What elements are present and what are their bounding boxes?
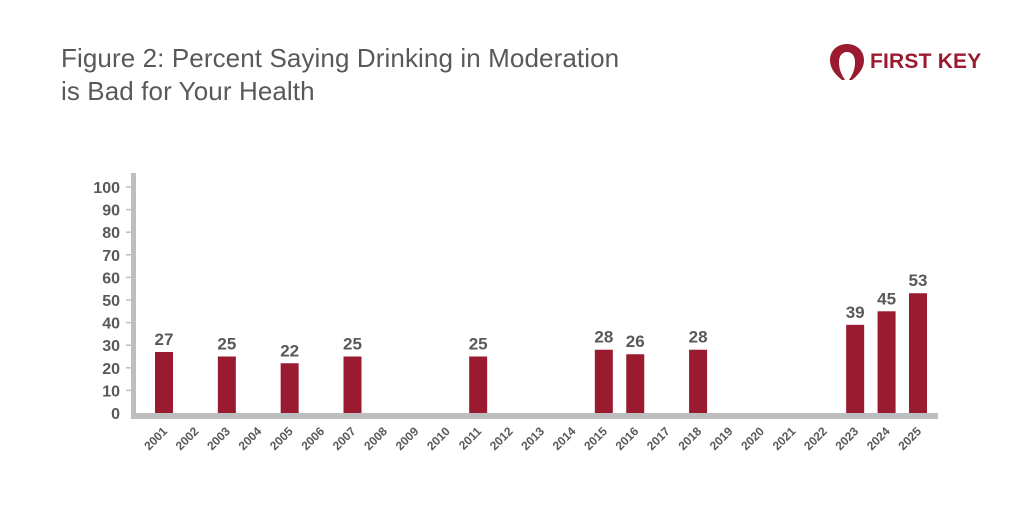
data-label-2015: 28 xyxy=(594,328,613,347)
y-tick-label: 100 xyxy=(93,180,120,197)
data-label-2018: 28 xyxy=(689,328,708,347)
x-tick-label: 2024 xyxy=(864,424,893,453)
bar-2023 xyxy=(846,324,865,413)
x-tick-label: 2014 xyxy=(550,424,579,453)
y-tick-label: 0 xyxy=(111,406,120,423)
y-tick-label: 40 xyxy=(102,316,120,333)
bars xyxy=(155,293,927,413)
bar-2018 xyxy=(689,349,708,413)
x-tick-label: 2016 xyxy=(613,424,642,453)
x-tick-label: 2006 xyxy=(298,424,327,453)
x-tick-label: 2023 xyxy=(833,424,862,453)
y-tick-label: 60 xyxy=(102,270,120,287)
bar-2011 xyxy=(469,356,488,413)
y-tick-label: 70 xyxy=(102,248,120,265)
bar-2015 xyxy=(594,349,613,413)
x-tick-label: 2017 xyxy=(644,424,673,453)
y-axis-ticks: 0 10 20 30 40 50 60 70 80 90 100 xyxy=(93,180,131,423)
x-tick-label: 2012 xyxy=(487,424,516,453)
x-tick-label: 2021 xyxy=(770,424,799,453)
x-tick-label: 2003 xyxy=(204,424,233,453)
y-tick-label: 30 xyxy=(102,338,120,355)
data-label-2024: 45 xyxy=(877,289,896,308)
bar-2003 xyxy=(217,356,236,413)
data-label-2011: 25 xyxy=(469,335,488,354)
data-label-2023: 39 xyxy=(846,303,865,322)
x-tick-label: 2007 xyxy=(330,424,359,453)
bar-2001 xyxy=(155,351,173,413)
x-tick-label: 2018 xyxy=(675,424,704,453)
keyhole-icon xyxy=(830,44,864,80)
x-tick-label: 2010 xyxy=(424,424,453,453)
x-axis-line xyxy=(131,413,938,419)
x-tick-label: 2011 xyxy=(456,424,485,453)
chart-title-line-1: Figure 2: Percent Saying Drinking in Mod… xyxy=(61,43,620,73)
bar-2025 xyxy=(909,293,927,413)
x-tick-label: 2002 xyxy=(173,424,202,453)
x-tick-label: 2004 xyxy=(236,424,265,453)
y-tick-label: 50 xyxy=(102,293,120,310)
data-labels: 27 25 22 25 25 28 26 28 39 45 53 xyxy=(155,271,928,360)
bar-2016 xyxy=(626,354,645,413)
x-tick-label: 2005 xyxy=(267,424,296,453)
bar-2007 xyxy=(343,356,362,413)
bar-2005 xyxy=(280,363,299,413)
x-tick-label: 2008 xyxy=(361,424,390,453)
y-tick-label: 20 xyxy=(102,361,120,378)
x-tick-label: 2001 xyxy=(141,424,170,453)
y-tick-label: 80 xyxy=(102,225,120,242)
y-tick-label: 10 xyxy=(102,383,120,400)
x-tick-label: 2015 xyxy=(581,424,610,453)
data-label-2005: 22 xyxy=(280,341,299,360)
first-key-logo: FIRST KEY xyxy=(829,42,981,82)
x-tick-label: 2025 xyxy=(895,424,924,453)
chart-title: Figure 2: Percent Saying Drinking in Mod… xyxy=(61,42,619,108)
bar-2024 xyxy=(877,311,896,413)
data-label-2007: 25 xyxy=(343,335,362,354)
data-label-2001: 27 xyxy=(155,330,174,349)
x-tick-label: 2013 xyxy=(518,424,547,453)
x-tick-label: 2009 xyxy=(393,424,422,453)
x-tick-label: 2019 xyxy=(707,424,736,453)
logo-text: FIRST KEY xyxy=(870,50,982,73)
x-tick-label: 2022 xyxy=(801,424,830,453)
y-axis-line xyxy=(131,173,136,419)
x-tick-label: 2020 xyxy=(738,424,767,453)
data-label-2003: 25 xyxy=(217,335,236,354)
chart-title-line-2: is Bad for Your Health xyxy=(61,76,315,106)
data-label-2016: 26 xyxy=(626,332,645,351)
y-tick-label: 90 xyxy=(102,203,120,220)
x-axis-labels: 2001 2002 2003 2004 2005 2006 2007 2008 2009 2010… xyxy=(141,424,924,453)
data-label-2025: 53 xyxy=(909,271,928,290)
